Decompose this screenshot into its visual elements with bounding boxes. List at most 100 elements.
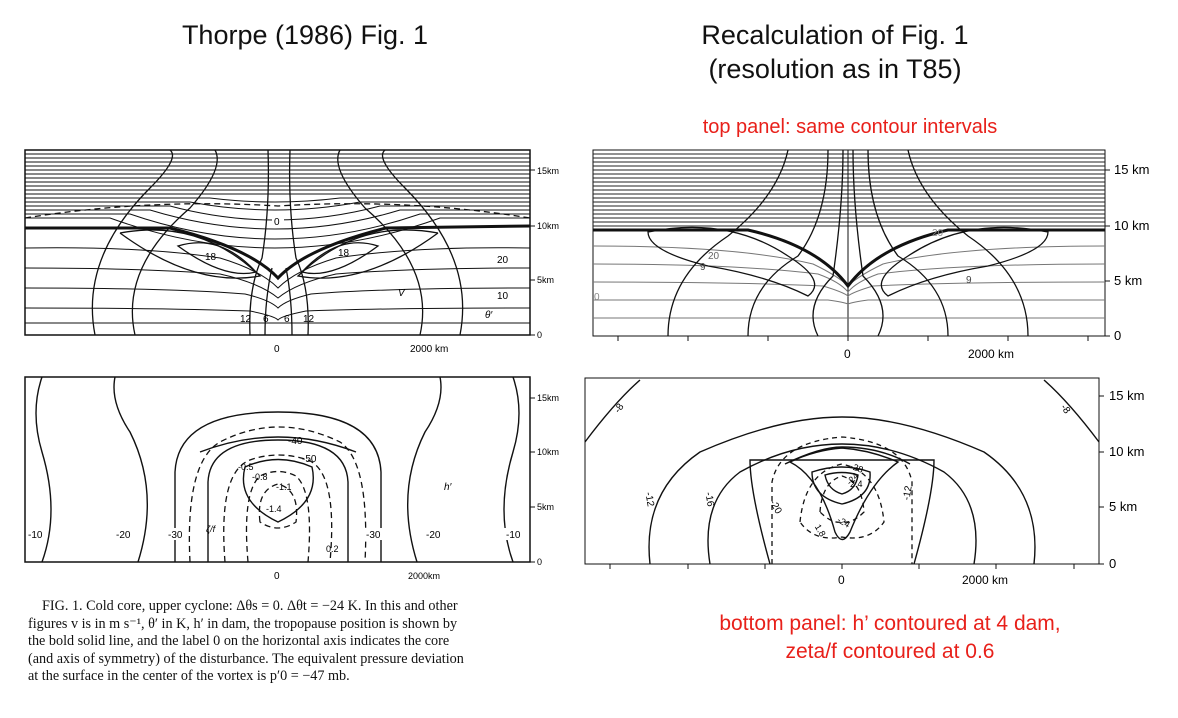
left-bottom-label-bg-3 [166, 528, 184, 540]
left-top-label-12a: 12 [240, 314, 252, 325]
left-top-ytick-10: 10km [537, 221, 559, 231]
left-bottom-label-02: 0.2 [326, 544, 339, 554]
left-bottom-zeta-solid [242, 458, 314, 523]
top-panel-note: top panel: same contour intervals [702, 116, 998, 138]
left-bottom-label-m20b: -20 [426, 530, 441, 541]
right-bottom-label-m12a: -12 [642, 491, 655, 508]
right-top-frame [592, 149, 1106, 337]
left-bottom-label-m20a: -20 [116, 530, 131, 541]
left-top-label-theta: θ′ [485, 310, 493, 321]
left-bottom-panel: 15km 10km 5km 0 0 2000km -40 -50 -0.5 -0… [24, 376, 559, 582]
right-top-ytick-10: 10 km [1114, 218, 1149, 233]
left-bottom-label-m30a: -30 [168, 530, 183, 541]
right-bottom-label-m16: -16 [702, 491, 715, 508]
caption-line-5: at the surface in the center of the vort… [28, 668, 350, 685]
right-top-xtick-0: 0 [844, 347, 851, 361]
left-top-label-bg-10 [495, 290, 511, 301]
left-bottom-label-m08: -0.8 [252, 472, 268, 482]
left-bottom-xtick-0: 0 [274, 571, 280, 582]
right-top-ytick-5: 5 km [1114, 273, 1142, 288]
left-top-label-10: 10 [497, 291, 509, 302]
left-bottom-label-bg-6 [504, 528, 522, 540]
left-top-ytick-15: 15km [537, 166, 559, 176]
left-bottom-label-m05: -0.5 [238, 462, 254, 472]
right-top-label-9a: 9 [700, 262, 706, 273]
right-top-x-ticks [617, 336, 1089, 341]
left-top-label-12b: 12 [303, 314, 315, 325]
left-bottom-label-bg-4 [364, 528, 382, 540]
left-top-tropopause [25, 224, 531, 281]
right-figure-title: Recalculation of Fig. 1 (resolution as i… [640, 18, 1030, 86]
left-bottom-ytick-5: 5km [537, 502, 554, 512]
right-bottom-label-24: 2.4 [850, 479, 863, 489]
left-bottom-label-h: h′ [444, 482, 453, 493]
right-top-label-20b: 20 [932, 228, 944, 239]
right-bottom-label-m20: -20 [767, 498, 784, 516]
right-top-label-20a: 20 [708, 251, 720, 262]
left-top-frame [24, 149, 531, 336]
left-top-stratosphere-lines [25, 153, 530, 249]
left-top-label-bg-0 [272, 216, 284, 227]
right-bottom-ytick-0: 0 [1109, 556, 1116, 571]
bottom-note-line-1: bottom panel: h’ contoured at 4 dam, [719, 612, 1061, 635]
right-top-panel: 15 km 10 km 5 km 0 0 2000 km 20 9 9 0 20 [592, 149, 1149, 361]
bottom-note-line-2: zeta/f contoured at 0.6 [785, 640, 995, 663]
right-top-theta-lines [592, 245, 1106, 319]
right-bottom-panel: 15 km 10 km 5 km 0 0 2000 km -8 -8 -12 -… [584, 377, 1144, 587]
right-top-ytick-0: 0 [1114, 328, 1121, 343]
caption-line-4: (and axis of symmetry) of the disturbanc… [28, 650, 464, 667]
left-bottom-zeta-contours [188, 426, 367, 563]
right-bottom-xtick-2000: 2000 km [962, 573, 1008, 587]
left-bottom-label-zeta: ζ/f [206, 524, 217, 534]
right-top-ytick-15: 15 km [1114, 162, 1149, 177]
left-top-label-6b: 6 [284, 314, 290, 325]
left-top-ytick-0: 0 [537, 330, 542, 340]
right-bottom-ytick-10: 10 km [1109, 444, 1144, 459]
left-bottom-label-bg-2 [114, 528, 132, 540]
left-bottom-h-contours [35, 376, 520, 563]
right-top-label-0: 0 [594, 292, 600, 303]
right-bottom-x-ticks [609, 564, 1075, 569]
left-top-dashed-theta [24, 203, 531, 219]
right-bottom-label-m12b: -12 [901, 485, 914, 502]
left-top-panel: 15km 10km 5km 0 0 2000 km 0 18 18 20 10 … [24, 149, 559, 355]
left-bottom-label-bg-5 [424, 528, 442, 540]
right-bottom-label-m28: -28 [849, 461, 865, 475]
left-top-label-18a: 18 [205, 252, 217, 263]
left-top-label-20: 20 [497, 255, 509, 266]
left-top-wind-contours [91, 149, 464, 336]
caption-line-1: FIG. 1. Cold core, upper cyclone: Δθs = … [42, 598, 458, 614]
left-bottom-label-m10b: -10 [506, 530, 521, 541]
left-figure-title: Thorpe (1986) Fig. 1 [181, 20, 429, 50]
left-top-label-bg-20 [495, 254, 511, 265]
left-bottom-y-ticks [530, 397, 535, 563]
left-top-theta-lines [24, 247, 531, 324]
right-bottom-label-m24b: -24 [836, 515, 852, 530]
left-top-xtick-0: 0 [274, 344, 280, 355]
right-bottom-label-m8a: -8 [612, 401, 626, 415]
left-bottom-label-m30b: -30 [366, 530, 381, 541]
right-bottom-zeta-contours [771, 436, 913, 564]
left-bottom-ytick-0: 0 [537, 557, 542, 567]
right-top-label-9b: 9 [966, 275, 972, 286]
left-bottom-ytick-10: 10km [537, 447, 559, 457]
left-bottom-label-m14: -1.4 [266, 504, 282, 514]
left-bottom-label-m10a: -10 [28, 530, 43, 541]
right-bottom-frame [584, 377, 1100, 565]
right-top-stratosphere-lines [593, 153, 1105, 227]
caption-line-2: figures v is in m s⁻¹, θ′ in K, h′ in da… [28, 615, 458, 632]
right-bottom-label-18: 1.8 [813, 523, 828, 539]
left-bottom-label-m50: -50 [302, 454, 317, 465]
right-bottom-xtick-0: 0 [838, 573, 845, 587]
left-top-label-18b: 18 [338, 248, 350, 259]
caption-line-3: the bold solid line, and the label 0 on … [28, 633, 450, 650]
left-bottom-xtick-2000: 2000km [408, 571, 440, 581]
left-top-ytick-5: 5km [537, 275, 554, 285]
right-top-y-ticks [1105, 169, 1110, 337]
left-bottom-label-m11: -1.1 [276, 482, 292, 492]
left-top-label-0: 0 [274, 217, 280, 228]
left-top-y-ticks [530, 169, 535, 336]
right-bottom-label-m8b: -8 [1058, 402, 1072, 416]
left-bottom-ytick-15: 15km [537, 393, 559, 403]
right-title-line-2: (resolution as in T85) [708, 54, 962, 84]
